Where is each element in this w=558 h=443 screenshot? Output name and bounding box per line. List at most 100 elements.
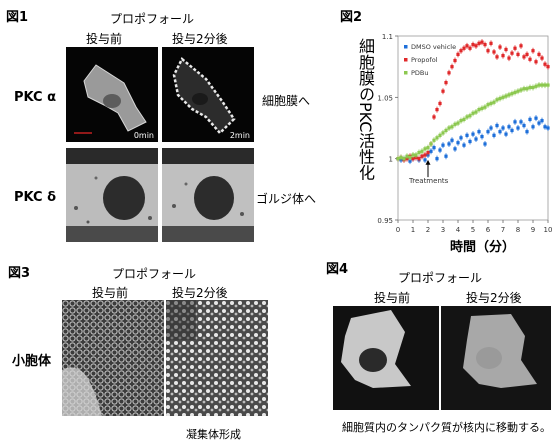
data-point	[495, 55, 499, 59]
data-point	[486, 49, 490, 53]
fig4-col-after: 投与2分後	[466, 291, 522, 305]
y-tick-label: 1	[389, 156, 393, 164]
data-point	[432, 138, 436, 142]
data-point	[486, 103, 490, 107]
data-point	[531, 49, 535, 53]
data-point	[513, 120, 517, 124]
data-point	[531, 85, 535, 90]
x-tick-label: 3	[441, 226, 445, 234]
data-point	[408, 159, 412, 163]
data-point	[471, 132, 475, 136]
fig3-col-after: 投与2分後	[172, 286, 228, 300]
data-point	[516, 126, 520, 130]
data-point	[513, 90, 517, 95]
data-point	[480, 40, 484, 44]
data-point	[426, 146, 430, 150]
data-point	[504, 132, 508, 136]
data-point	[537, 121, 541, 125]
fig1-col-before: 投与前	[86, 32, 123, 46]
data-point	[468, 114, 472, 118]
fig1-pkca-after-image: 2min	[162, 47, 254, 142]
x-tick-label: 9	[531, 226, 535, 234]
data-point	[474, 110, 478, 114]
x-tick-label: 0	[396, 226, 400, 234]
fig1-label: 図1	[6, 10, 29, 25]
data-point	[432, 146, 436, 150]
data-point	[438, 133, 442, 137]
data-point	[456, 121, 460, 125]
fig1-row1-result: 細胞膜へ	[262, 94, 311, 108]
data-point	[483, 142, 487, 146]
data-point	[465, 115, 469, 119]
data-point	[525, 52, 529, 56]
data-point	[438, 148, 442, 152]
data-point	[546, 65, 550, 69]
y-tick-label: 1.1	[382, 33, 393, 41]
fig2-chart: 0.95 1 1.05 1.1 0 1 2 3 4 5 6 7 8 9 10 DMSO vehicle Pr…	[377, 33, 553, 234]
legend-marker	[404, 58, 408, 62]
data-point	[534, 84, 538, 88]
data-point	[519, 44, 523, 48]
data-point	[543, 83, 547, 87]
data-point	[522, 123, 526, 128]
fig2-xlabel: 時間（分）	[450, 240, 516, 255]
fig2-ylabel: 細胞膜のPKC活性化	[356, 38, 375, 181]
y-tick-label: 0.95	[377, 217, 393, 225]
fig1-pkca-before-image: 0min	[66, 47, 158, 142]
data-point	[486, 130, 490, 134]
data-point	[507, 56, 511, 60]
data-point	[441, 143, 445, 147]
data-point	[444, 128, 448, 133]
data-point	[462, 143, 466, 147]
fig3-caption: 凝集体形成	[186, 428, 241, 441]
data-point	[465, 44, 469, 48]
data-point	[540, 119, 544, 123]
data-point	[492, 50, 496, 54]
legend-entry: DMSO vehicle	[411, 43, 456, 51]
x-tick-label: 5	[471, 226, 475, 234]
data-point	[471, 111, 475, 115]
data-point	[399, 155, 403, 160]
data-point	[396, 157, 400, 161]
data-point	[420, 149, 424, 153]
data-point	[459, 136, 463, 140]
data-point	[444, 154, 448, 158]
chart-plot-area	[397, 35, 549, 221]
data-point	[414, 153, 418, 157]
data-point	[483, 105, 487, 109]
data-point	[504, 94, 508, 98]
data-point	[447, 142, 451, 146]
fig2-label: 図2	[340, 10, 363, 25]
data-point	[510, 128, 514, 133]
fig4-caption: 細胞質内のタンパク質が核内に移動する。	[342, 421, 551, 434]
data-point	[516, 89, 520, 93]
data-point	[453, 147, 457, 151]
fig1-col-after: 投与2分後	[172, 32, 228, 46]
data-point	[432, 115, 436, 119]
data-point	[534, 60, 538, 64]
treatments-annotation: Treatments	[408, 177, 449, 185]
fig3-row-label: 小胞体	[12, 354, 52, 369]
data-point	[435, 108, 439, 112]
data-point	[441, 131, 445, 135]
data-point	[468, 46, 472, 50]
data-point	[402, 157, 406, 161]
fig1-stamp-after: 2min	[229, 131, 250, 140]
data-point	[519, 88, 523, 92]
data-point	[522, 55, 526, 59]
data-point	[537, 52, 541, 56]
data-point	[477, 108, 481, 112]
fig4-col-before: 投与前	[374, 291, 411, 305]
data-point	[540, 83, 544, 87]
x-tick-label: 7	[501, 226, 505, 234]
data-point	[405, 154, 409, 158]
x-tick-label: 10	[544, 226, 553, 234]
data-point	[489, 41, 493, 45]
x-tick-label: 2	[426, 226, 430, 234]
data-point	[438, 101, 442, 106]
data-point	[447, 126, 451, 130]
data-point	[501, 95, 505, 99]
data-point	[456, 52, 460, 56]
data-point	[519, 120, 523, 124]
data-point	[453, 122, 457, 126]
